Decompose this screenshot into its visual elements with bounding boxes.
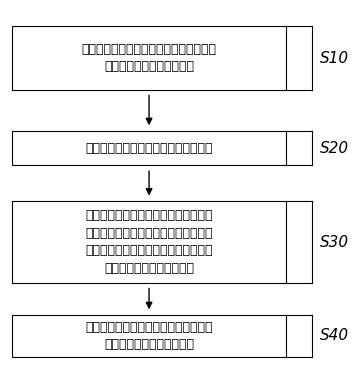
- FancyBboxPatch shape: [12, 131, 286, 165]
- FancyBboxPatch shape: [12, 315, 286, 357]
- Text: 获取当前环境光亮度以及用户眼睛距离所
述移动终端的显示屏的距离: 获取当前环境光亮度以及用户眼睛距离所 述移动终端的显示屏的距离: [81, 43, 217, 73]
- FancyBboxPatch shape: [12, 26, 286, 89]
- Text: S10: S10: [320, 50, 350, 65]
- Text: S30: S30: [320, 235, 350, 250]
- FancyBboxPatch shape: [12, 201, 286, 283]
- Text: S20: S20: [320, 141, 350, 156]
- Text: 根据预设算法、当前环境光亮度和用户
眼睛距离所述移动终端的显示屏的距离
以及所述显示屏当前点亮的时长控制所
述移动终端的显示屏的亮度: 根据预设算法、当前环境光亮度和用户 眼睛距离所述移动终端的显示屏的距离 以及所述…: [85, 209, 213, 275]
- Text: 在显示屏当前点亮的时长大于预设时间
阈值时，提示用户进行休息: 在显示屏当前点亮的时长大于预设时间 阈值时，提示用户进行休息: [85, 320, 213, 351]
- Text: S40: S40: [320, 328, 350, 343]
- Text: 检测移动终端的显示屏当前点亮的时长: 检测移动终端的显示屏当前点亮的时长: [85, 142, 213, 155]
